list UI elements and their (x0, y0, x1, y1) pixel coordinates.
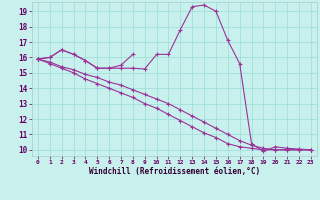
X-axis label: Windchill (Refroidissement éolien,°C): Windchill (Refroidissement éolien,°C) (89, 167, 260, 176)
